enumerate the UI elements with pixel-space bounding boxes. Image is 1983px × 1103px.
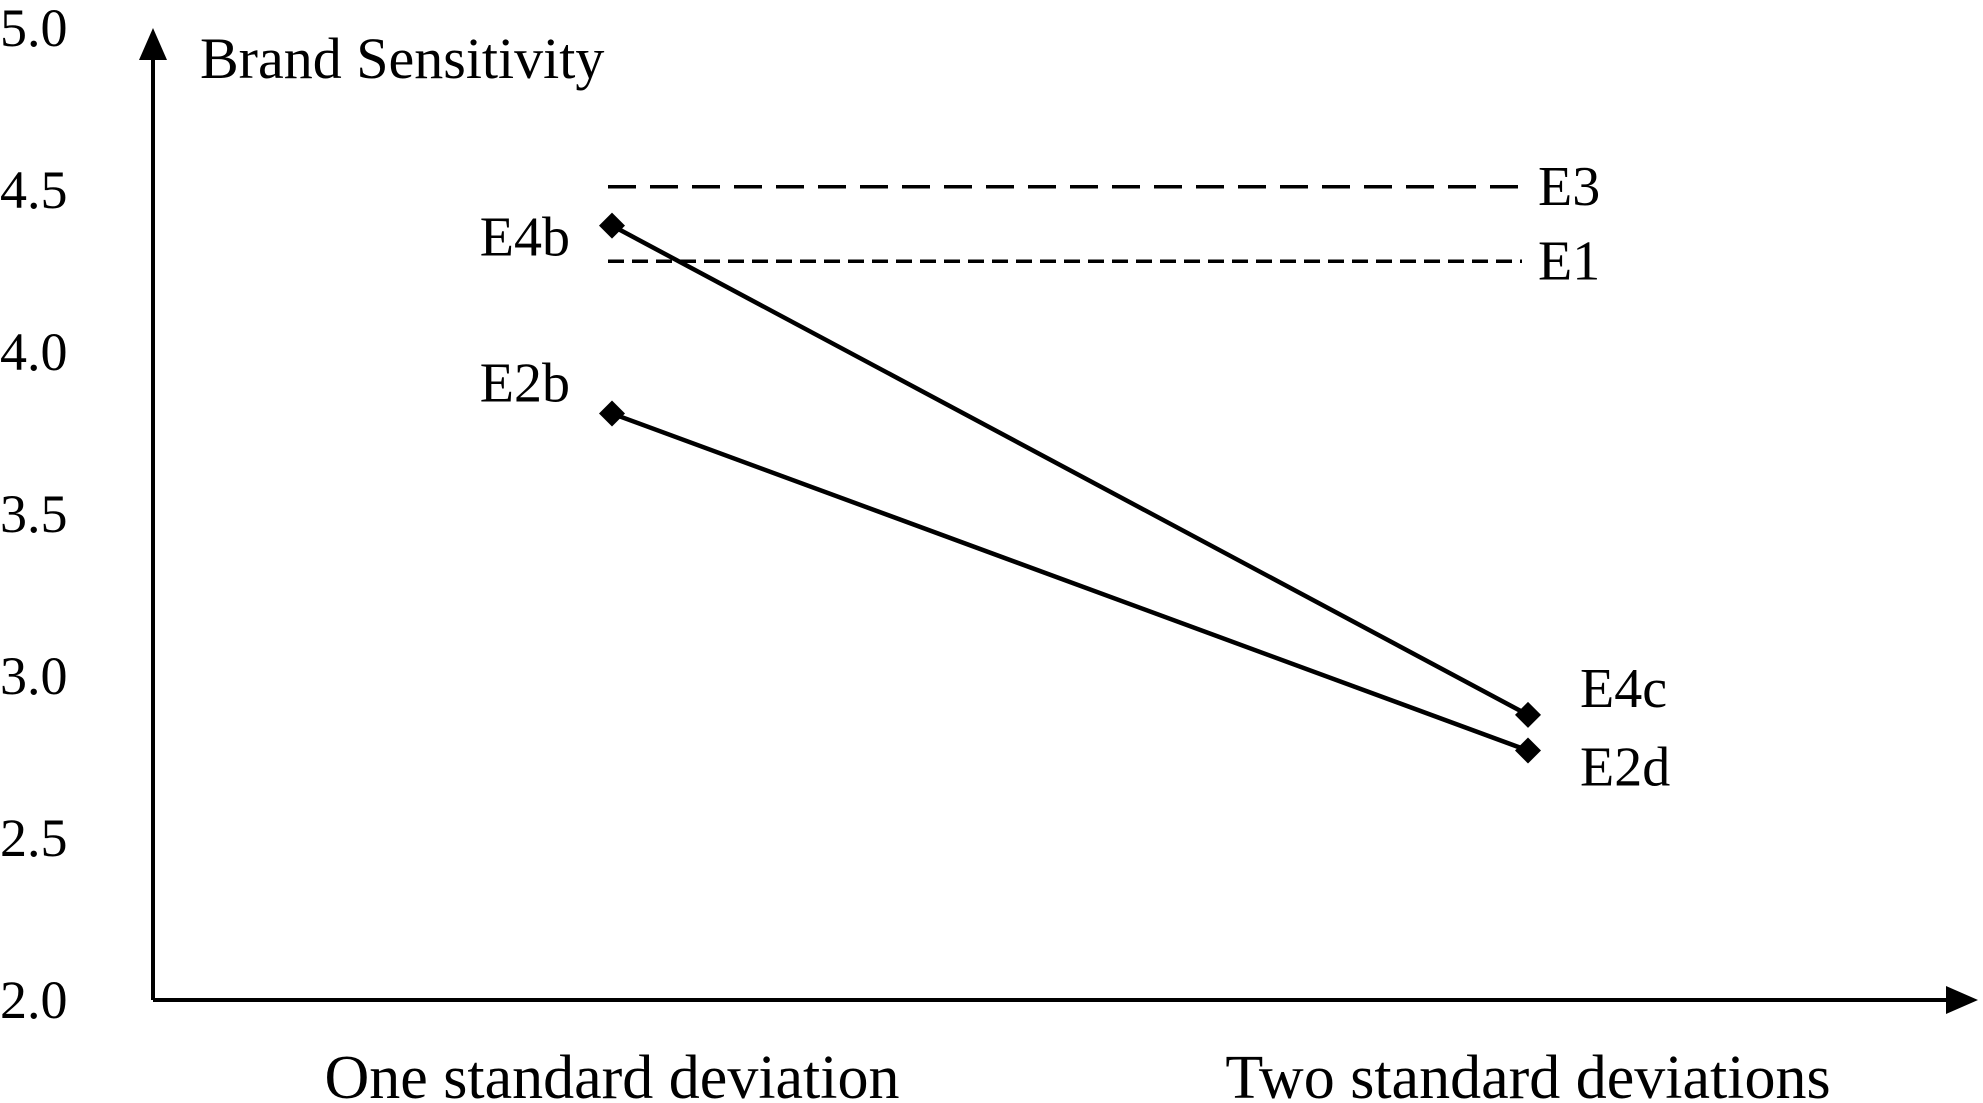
y-tick-label: 3.0 xyxy=(0,646,68,706)
x-category-labels: One standard deviation Two standard devia… xyxy=(324,1044,1830,1103)
x-category-label: Two standard deviations xyxy=(1225,1044,1830,1103)
y-axis-arrowhead xyxy=(139,28,167,60)
data-point-label: E2d xyxy=(1580,737,1670,799)
y-tick-label: 4.0 xyxy=(0,322,68,382)
y-tick-label: 2.5 xyxy=(0,808,68,868)
data-point-marker xyxy=(599,400,625,427)
data-point-marker xyxy=(599,212,625,239)
series-line xyxy=(610,223,1530,717)
data-point-label: E2b xyxy=(480,353,570,415)
reference-line-label: E3 xyxy=(1538,156,1600,218)
data-point-label: E4c xyxy=(1580,658,1667,720)
x-axis-arrowhead xyxy=(1946,986,1978,1014)
y-tick-label: 5.0 xyxy=(0,0,68,58)
y-axis-title: Brand Sensitivity xyxy=(200,26,604,91)
axes: Brand Sensitivity xyxy=(139,26,1978,1014)
y-tick-label: 3.5 xyxy=(0,484,68,544)
data-point-marker xyxy=(1515,701,1541,728)
data-point-marker xyxy=(1515,737,1541,764)
reference-line-label: E1 xyxy=(1538,230,1600,292)
x-category-label: One standard deviation xyxy=(324,1044,899,1103)
y-tick-label: 4.5 xyxy=(0,160,68,220)
series-lines: E4b E4c E2b E2d xyxy=(480,207,1670,799)
data-point-label: E4b xyxy=(480,207,570,269)
y-tick-labels: 2.0 2.5 3.0 3.5 4.0 4.5 5.0 xyxy=(0,0,68,1030)
series-line xyxy=(611,411,1529,753)
y-tick-label: 2.0 xyxy=(0,970,68,1030)
